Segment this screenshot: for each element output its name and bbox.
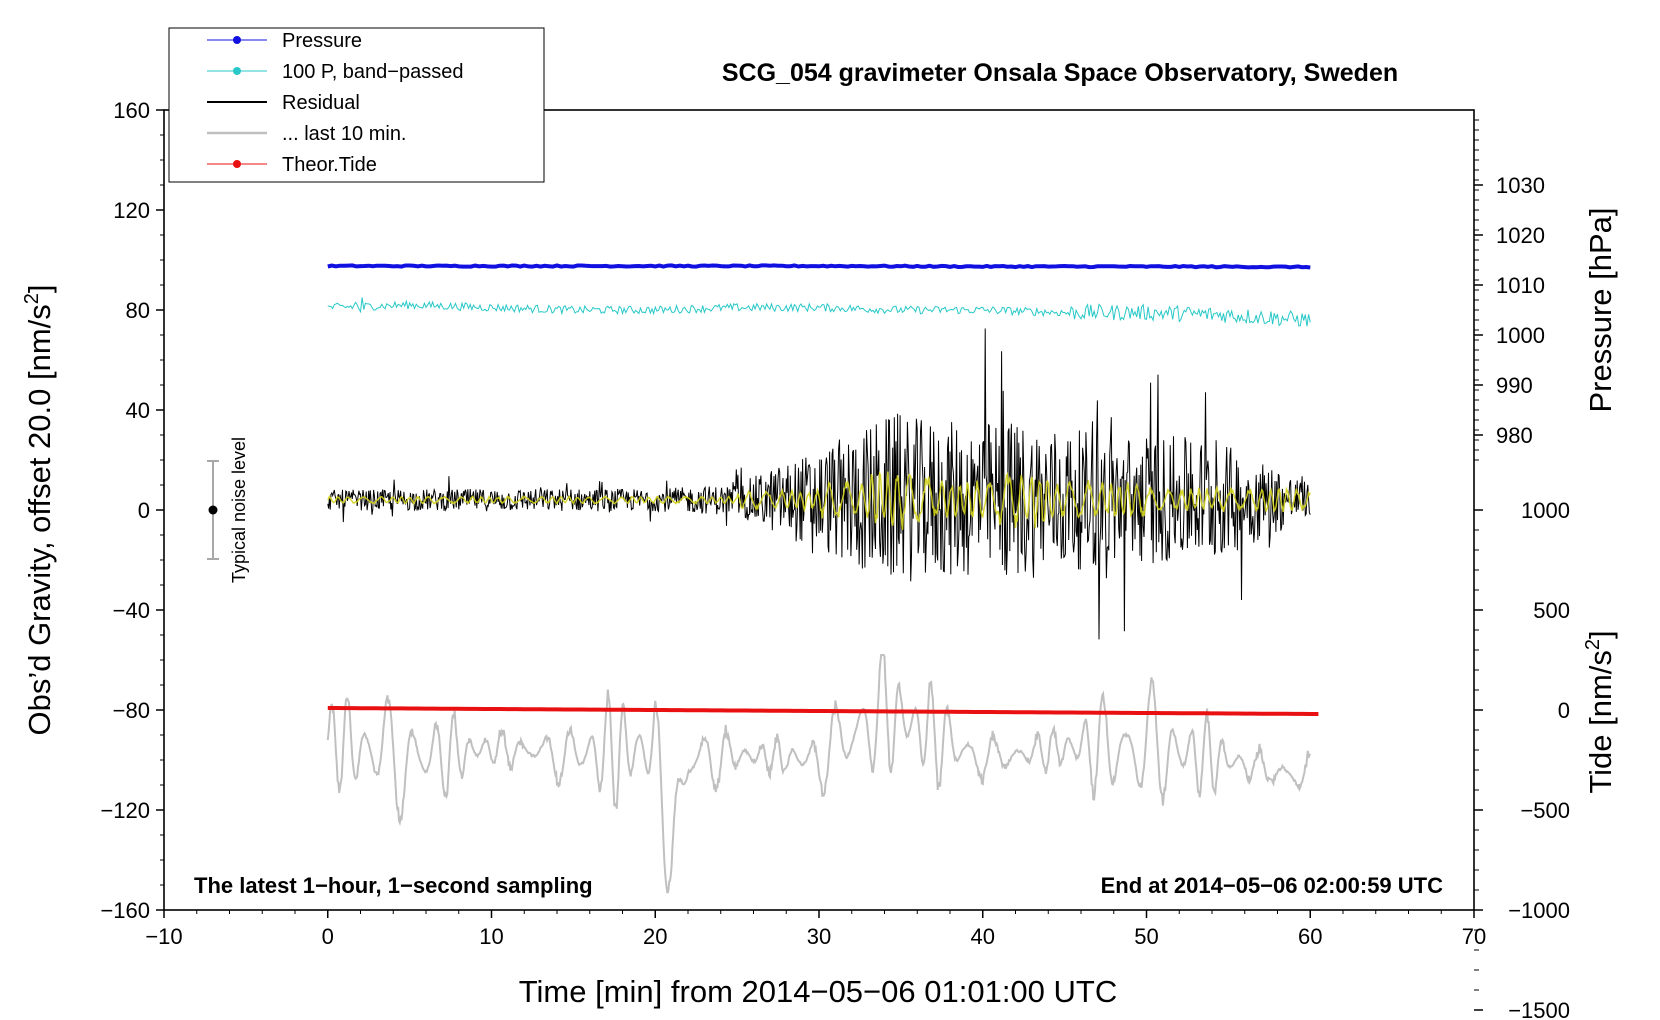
- tide-tick-label: 500: [1533, 598, 1570, 623]
- legend-pressure-label: Pressure: [282, 30, 362, 52]
- x-axis: −10 0 10 20 30 40 50 60 70: [145, 910, 1486, 949]
- legend-item-last10: ... last 10 min.: [207, 123, 407, 145]
- tide-tick-label: −1000: [1508, 898, 1570, 923]
- pressure-tick-label: 1010: [1496, 273, 1545, 298]
- legend: Pressure 100 P, band−passed Residual ...…: [168, 27, 545, 183]
- series-last-10-min-line: [326, 654, 1312, 894]
- x-tick-label: 10: [479, 924, 503, 949]
- x-tick-label: 20: [643, 924, 667, 949]
- x-tick-label: 50: [1134, 924, 1158, 949]
- chart-title: SCG_054 gravimeter Onsala Space Observat…: [722, 59, 1398, 87]
- series-layer: [326, 263, 1319, 894]
- series-residual-smoothed-line: [327, 471, 1311, 530]
- pressure-axis-title: Pressure [hPa]: [1583, 207, 1618, 412]
- noise-label: Typical noise level: [229, 437, 249, 583]
- legend-pressure-marker: [233, 36, 241, 44]
- pressure-tick-label: 990: [1496, 373, 1533, 398]
- y-tick-label: 40: [126, 398, 150, 423]
- y-tick-label: 120: [113, 198, 150, 223]
- tide-axis-title-sup: 2: [1582, 639, 1604, 650]
- legend-tide-label: Theor.Tide: [282, 154, 377, 176]
- series-bandpassed-line: [327, 297, 1311, 327]
- y-axis-title-text: Obs’d Gravity, offset 20.0 [nm/s: [22, 304, 57, 735]
- tide-tick-label: −500: [1520, 798, 1570, 823]
- y-tick-label: 80: [126, 298, 150, 323]
- series-pressure-line: [327, 263, 1311, 270]
- y-tick-label: −160: [100, 898, 150, 923]
- x-axis-title: Time [min] from 2014−05−06 01:01:00 UTC: [519, 974, 1118, 1009]
- y-tick-label: −40: [113, 598, 150, 623]
- noise-center-dot: [208, 505, 218, 515]
- y-axis-title: Obs’d Gravity, offset 20.0 [nm/s2]: [21, 284, 57, 735]
- pressure-tick-label: 980: [1496, 423, 1533, 448]
- x-tick-label: −10: [145, 924, 182, 949]
- series-tide-line: [327, 706, 1319, 716]
- legend-tide-marker: [233, 160, 241, 168]
- y-axis-title-sup: 2: [21, 293, 43, 304]
- tide-tick-label: −1500: [1508, 998, 1570, 1020]
- legend-residual-label: Residual: [282, 92, 360, 114]
- tide-axis-title: Tide [nm/s2]: [1582, 630, 1618, 793]
- pressure-tick-label: 1000: [1496, 323, 1545, 348]
- y-axis-title-close: ]: [22, 284, 57, 293]
- series-residual-line: [327, 328, 1311, 640]
- annotation-sampling: The latest 1−hour, 1−second sampling: [194, 873, 593, 898]
- noise-indicator: Typical noise level: [207, 437, 249, 583]
- tide-axis-title-close: ]: [1583, 630, 1618, 639]
- tide-tick-label: 0: [1558, 698, 1570, 723]
- y-tick-label: 0: [138, 498, 150, 523]
- x-tick-label: 70: [1462, 924, 1486, 949]
- y-tick-label: 160: [113, 98, 150, 123]
- pressure-tick-label: 1020: [1496, 223, 1545, 248]
- annotation-end-time: End at 2014−05−06 02:00:59 UTC: [1101, 873, 1444, 898]
- y-axis: 160 120 80 40 0 −40 −80 −120 −160: [100, 98, 164, 923]
- legend-bandpassed-marker: [233, 67, 241, 75]
- x-tick-label: 60: [1298, 924, 1322, 949]
- tide-axis: 1000 500 0 −500 −1000 −1500: [1474, 498, 1570, 1020]
- y-tick-label: −120: [100, 798, 150, 823]
- legend-box: [168, 27, 545, 183]
- legend-bandpassed-label: 100 P, band−passed: [282, 61, 463, 83]
- legend-item-residual: Residual: [207, 92, 360, 114]
- pressure-axis: 1030 1020 1010 1000 990 980: [1474, 119, 1545, 461]
- pressure-tick-label: 1030: [1496, 173, 1545, 198]
- legend-item-pressure: Pressure: [207, 30, 362, 52]
- legend-item-bandpassed: 100 P, band−passed: [207, 61, 463, 83]
- x-tick-label: 30: [807, 924, 831, 949]
- legend-item-tide: Theor.Tide: [207, 154, 377, 176]
- x-tick-label: 0: [322, 924, 334, 949]
- tide-tick-label: 1000: [1521, 498, 1570, 523]
- x-tick-label: 40: [971, 924, 995, 949]
- y-tick-label: −80: [113, 698, 150, 723]
- tide-axis-title-text: Tide [nm/s: [1583, 650, 1618, 794]
- legend-last10-label: ... last 10 min.: [282, 123, 407, 145]
